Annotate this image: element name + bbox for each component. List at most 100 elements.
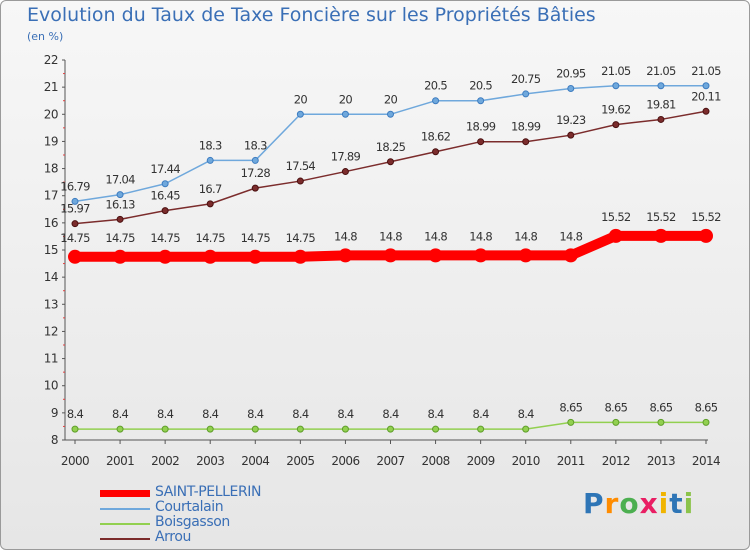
y-tick-label: 11 (44, 352, 58, 366)
x-tick-label: 2011 (557, 454, 585, 468)
data-point-courtalain (251, 156, 259, 164)
data-label-saint-pellerin: 14.75 (195, 231, 225, 245)
data-point-saint-pellerin (428, 248, 443, 263)
legend-label-arrou: Arrou (155, 529, 191, 545)
x-tick-label: 2001 (106, 454, 134, 468)
data-label-arrou: 17.89 (331, 150, 361, 164)
data-label-saint-pellerin: 14.75 (150, 231, 180, 245)
data-point-courtalain (296, 110, 304, 118)
data-label-courtalain: 20.95 (556, 67, 586, 81)
data-label-saint-pellerin: 14.75 (60, 231, 90, 245)
data-point-boisgasson (387, 425, 394, 433)
data-point-saint-pellerin (158, 249, 173, 264)
data-label-arrou: 16.7 (199, 182, 222, 196)
chart-subtitle: (en %) (27, 30, 64, 43)
data-point-arrou (206, 200, 214, 208)
data-point-courtalain (477, 97, 485, 105)
data-point-arrou (161, 207, 169, 215)
data-point-saint-pellerin (203, 249, 218, 264)
y-tick-label: 21 (44, 80, 58, 94)
data-label-courtalain: 21.05 (691, 64, 721, 78)
data-label-courtalain: 16.79 (60, 179, 90, 193)
data-label-boisgasson: 8.4 (112, 407, 129, 421)
data-label-boisgasson: 8.4 (473, 407, 490, 421)
data-point-saint-pellerin (473, 248, 488, 263)
data-point-courtalain (161, 180, 169, 188)
y-tick-label: 20 (44, 107, 58, 121)
proxiti-logo: Proxiti (583, 487, 694, 520)
data-point-boisgasson (341, 425, 349, 433)
logo-letter: i (658, 487, 670, 520)
data-point-saint-pellerin (383, 248, 398, 263)
logo-letter: o (619, 487, 640, 520)
data-label-boisgasson: 8.4 (67, 407, 84, 421)
data-label-boisgasson: 8.65 (650, 400, 673, 414)
data-label-courtalain: 21.05 (601, 64, 631, 78)
data-label-saint-pellerin: 15.52 (691, 210, 721, 224)
data-label-boisgasson: 8.4 (157, 407, 174, 421)
x-tick-label: 2012 (602, 454, 630, 468)
legend-swatch-boisgasson (100, 523, 150, 525)
data-point-saint-pellerin (113, 249, 128, 264)
data-point-arrou (296, 177, 304, 185)
data-point-boisgasson (71, 425, 79, 433)
data-label-arrou: 18.25 (376, 140, 406, 154)
data-point-boisgasson (296, 425, 304, 433)
data-label-courtalain: 18.3 (199, 138, 222, 152)
y-tick-label: 22 (44, 53, 58, 67)
data-label-saint-pellerin: 15.52 (601, 210, 631, 224)
y-tick-label: 18 (44, 162, 58, 176)
data-label-saint-pellerin: 14.8 (469, 229, 492, 243)
data-label-boisgasson: 8.65 (604, 400, 627, 414)
data-label-arrou: 16.45 (150, 189, 180, 203)
data-point-saint-pellerin (338, 248, 353, 263)
data-label-saint-pellerin: 14.8 (424, 229, 447, 243)
x-tick-label: 2006 (331, 454, 359, 468)
data-point-saint-pellerin (563, 248, 578, 263)
data-label-arrou: 19.23 (556, 113, 586, 127)
data-label-arrou: 17.28 (241, 166, 271, 180)
data-point-arrou (251, 184, 259, 192)
data-point-arrou (657, 115, 665, 123)
data-label-saint-pellerin: 14.8 (559, 229, 582, 243)
logo-letter: i (683, 487, 695, 520)
data-point-boisgasson (251, 425, 259, 433)
data-label-boisgasson: 8.4 (382, 407, 399, 421)
data-point-boisgasson (116, 425, 124, 433)
data-label-courtalain: 20.75 (511, 72, 541, 86)
data-label-saint-pellerin: 14.75 (241, 231, 271, 245)
data-label-arrou: 18.99 (511, 120, 541, 134)
x-tick-label: 2004 (241, 454, 269, 468)
x-tick-label: 2014 (692, 454, 720, 468)
y-tick-label: 14 (44, 270, 58, 284)
data-label-saint-pellerin: 14.75 (286, 231, 316, 245)
data-label-courtalain: 17.44 (150, 162, 180, 176)
logo-letter: r (604, 487, 620, 520)
data-point-saint-pellerin (248, 249, 263, 264)
data-point-boisgasson (161, 425, 169, 433)
data-label-arrou: 17.54 (286, 159, 316, 173)
data-label-courtalain: 17.04 (105, 173, 135, 187)
y-tick-label: 9 (51, 406, 58, 420)
data-label-saint-pellerin: 14.8 (334, 229, 357, 243)
x-tick-label: 2010 (512, 454, 540, 468)
data-label-courtalain: 20 (339, 92, 353, 106)
data-point-saint-pellerin (653, 228, 668, 243)
data-label-arrou: 18.99 (466, 120, 496, 134)
data-point-courtalain (206, 156, 214, 164)
data-point-boisgasson (206, 425, 214, 433)
data-label-arrou: 19.62 (601, 103, 631, 117)
y-tick-label: 12 (44, 324, 58, 338)
y-tick-label: 17 (44, 189, 58, 203)
y-tick-label: 15 (44, 243, 58, 257)
y-tick-label: 8 (51, 433, 58, 447)
data-label-arrou: 20.11 (691, 89, 721, 103)
data-point-arrou (567, 131, 575, 139)
legend-swatch-arrou (100, 538, 150, 540)
data-point-boisgasson (702, 418, 710, 426)
data-point-courtalain (522, 90, 530, 98)
data-label-boisgasson: 8.4 (247, 407, 264, 421)
data-point-courtalain (432, 97, 440, 105)
data-label-boisgasson: 8.4 (292, 407, 309, 421)
